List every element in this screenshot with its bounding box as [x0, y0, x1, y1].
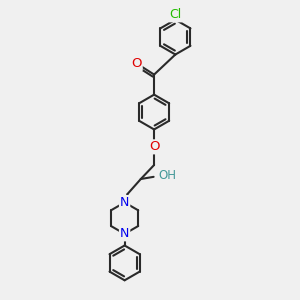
Text: O: O: [131, 57, 142, 70]
Text: O: O: [149, 140, 159, 153]
Text: Cl: Cl: [169, 8, 182, 21]
Text: N: N: [120, 227, 129, 240]
Text: N: N: [120, 196, 129, 209]
Text: OH: OH: [158, 169, 176, 182]
